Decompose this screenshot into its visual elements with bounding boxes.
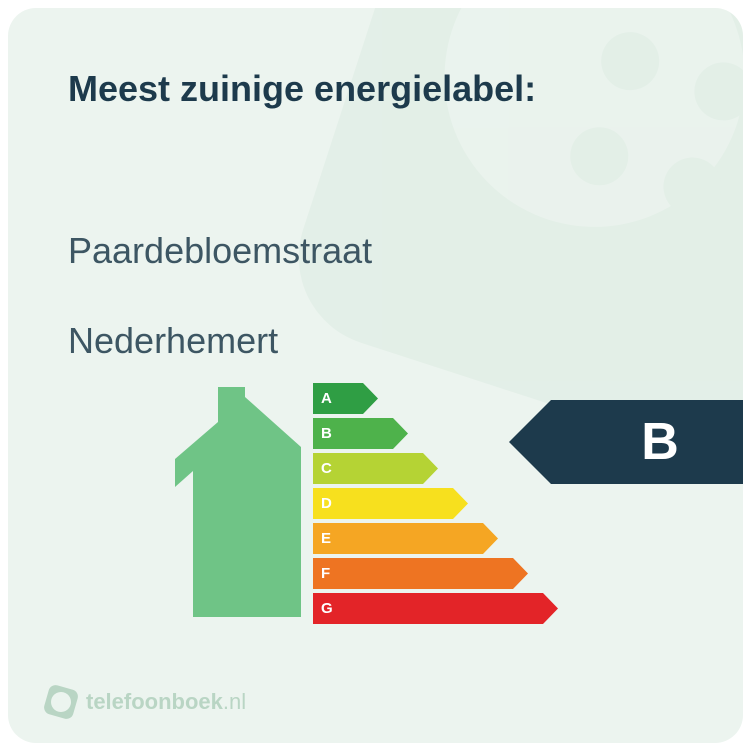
page-title: Meest zuinige energielabel: (68, 68, 536, 110)
energy-bar-label: E (321, 523, 331, 554)
watermark-hole (594, 25, 667, 98)
energy-bar-label: A (321, 383, 332, 414)
energy-bar-label: G (321, 593, 333, 624)
footer: telefoonboek.nl (46, 687, 246, 717)
house-icon (173, 387, 303, 617)
energy-bar-label: D (321, 488, 332, 519)
watermark-hole (687, 55, 743, 128)
energy-bar-arrow (313, 593, 558, 624)
city-name: Nederhemert (68, 320, 278, 361)
brand-text: telefoonboek (86, 689, 223, 714)
brand-tld: .nl (223, 689, 246, 714)
energy-bar-arrow (313, 558, 528, 589)
watermark-hole (563, 120, 636, 193)
energy-bar-label: C (321, 453, 332, 484)
street-name: Paardebloemstraat (68, 230, 372, 271)
selected-label-letter: B (637, 412, 707, 472)
energy-bar-label: F (321, 558, 330, 589)
brand-name: telefoonboek.nl (86, 689, 246, 715)
watermark-hole (656, 150, 729, 223)
selected-label-badge: B (551, 400, 743, 484)
energy-bar-label: B (321, 418, 332, 449)
address-subtitle: Paardebloemstraat Nederhemert (68, 183, 372, 363)
energy-bar-arrow (313, 523, 498, 554)
brand-logo-icon (42, 683, 79, 720)
energy-bar-arrow (313, 488, 468, 519)
house-icon-path (175, 387, 301, 617)
energy-label-card: Meest zuinige energielabel: Paardebloems… (8, 8, 743, 743)
watermark-dial (406, 8, 743, 266)
